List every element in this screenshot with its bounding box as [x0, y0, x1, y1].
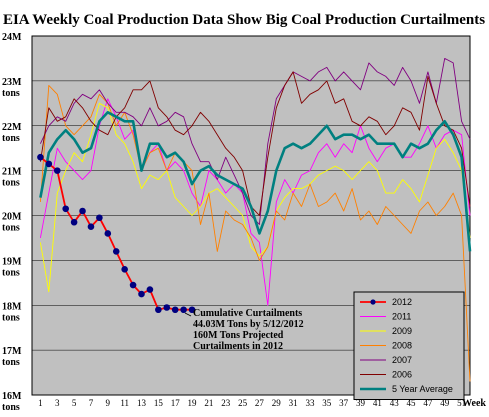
- annotation-line: 160M Tons Projected: [193, 330, 284, 341]
- annotation-line: Cumulative Curtailments: [193, 308, 302, 319]
- data-point-2012: [62, 205, 69, 213]
- x-tick-label: 43: [390, 398, 400, 408]
- x-tick-label: 25: [238, 398, 248, 408]
- annotation-pointer: [184, 312, 192, 317]
- data-point-2012: [112, 248, 120, 255]
- x-tick-label: 21: [204, 398, 213, 408]
- data-point-2012: [37, 153, 44, 161]
- y-tick-unit-label: tons: [2, 88, 20, 99]
- x-tick-label: 1: [38, 398, 43, 408]
- x-tick-label: 39: [356, 398, 366, 408]
- x-tick-label: 37: [339, 398, 349, 408]
- y-tick-label: 16M: [2, 391, 22, 402]
- x-tick-label: 19: [188, 398, 198, 408]
- series-line-5-year-average: [39, 111, 472, 252]
- legend-label: 2012: [392, 297, 412, 307]
- y-tick-unit-label: tons: [2, 267, 20, 278]
- x-tick-label: 9: [106, 398, 111, 408]
- data-point-2012: [146, 286, 154, 293]
- y-tick-label: 19M: [2, 256, 22, 267]
- y-tick-label: 17M: [2, 346, 22, 357]
- data-point-2012: [155, 306, 162, 314]
- y-tick-label: 24M: [2, 32, 22, 43]
- series-line-2009: [39, 102, 471, 293]
- x-tick-label: 45: [407, 398, 417, 408]
- x-tick-label: 13: [137, 398, 147, 408]
- data-point-2012: [104, 230, 112, 237]
- legend-label: 2008: [392, 341, 412, 351]
- series-lines: [37, 57, 472, 382]
- data-point-2012: [180, 306, 187, 314]
- x-tick-label: 3: [55, 398, 60, 408]
- legend-marker: [370, 299, 376, 305]
- series-line-2006: [39, 71, 471, 216]
- chart-title: EIA Weekly Coal Production Data Show Big…: [3, 12, 485, 28]
- x-tick-label: 47: [423, 398, 433, 408]
- y-tick-label: 22M: [2, 122, 22, 133]
- data-point-2012: [129, 281, 137, 289]
- y-tick-unit-label: tons: [2, 178, 20, 189]
- y-tick-unit-label: tons: [2, 402, 20, 413]
- data-point-2012: [79, 207, 86, 215]
- data-point-2012: [53, 167, 61, 174]
- x-axis-label: Week: [462, 398, 486, 409]
- data-point-2012: [171, 306, 179, 314]
- x-tick-label: 51: [457, 398, 466, 408]
- data-point-2012: [96, 214, 103, 222]
- legend-label: 5 Year Average: [392, 384, 453, 394]
- y-tick-unit-label: tons: [2, 133, 20, 144]
- data-point-2012: [163, 304, 171, 311]
- y-tick-unit-label: tons: [2, 223, 20, 234]
- x-tick-label: 15: [154, 398, 164, 408]
- data-point-2012: [138, 290, 145, 298]
- y-tick-unit-label: tons: [2, 312, 20, 323]
- annotation-line: 44.03M Tons by 5/12/2012: [193, 319, 304, 330]
- x-tick-label: 29: [272, 398, 282, 408]
- data-point-2012: [121, 266, 128, 273]
- annotation-line: Curtailments in 2012: [193, 341, 283, 352]
- x-tick-label: 33: [305, 398, 315, 408]
- data-point-2012: [87, 223, 95, 231]
- x-tick-label: 31: [289, 398, 298, 408]
- axes: 24M23Mtons22Mtons21Mtons20Mtons19Mtons18…: [2, 32, 486, 413]
- data-point-2012: [70, 218, 78, 226]
- y-tick-label: 23M: [2, 77, 22, 88]
- x-tick-label: 41: [373, 398, 382, 408]
- legend-label: 2006: [392, 370, 412, 380]
- y-tick-unit-label: tons: [2, 357, 20, 368]
- legend-label: 2007: [392, 355, 412, 365]
- data-point-2012: [188, 306, 196, 314]
- y-tick-label: 20M: [2, 212, 22, 223]
- legend: 2012 2011 2009 2008 2007 2006 5 Year Average: [353, 291, 465, 400]
- legend-label: 2009: [392, 326, 412, 336]
- y-tick-label: 21M: [2, 167, 22, 178]
- x-tick-label: 7: [89, 398, 94, 408]
- x-tick-label: 27: [255, 398, 265, 408]
- legend-label: 2011: [392, 312, 411, 322]
- data-point-2012: [45, 160, 53, 168]
- x-tick-label: 5: [72, 398, 77, 408]
- x-tick-label: 35: [322, 398, 332, 408]
- x-tick-label: 17: [171, 398, 181, 408]
- x-tick-label: 23: [221, 398, 231, 408]
- x-tick-label: 11: [120, 398, 129, 408]
- y-tick-label: 18M: [2, 301, 22, 312]
- x-tick-label: 49: [440, 398, 450, 408]
